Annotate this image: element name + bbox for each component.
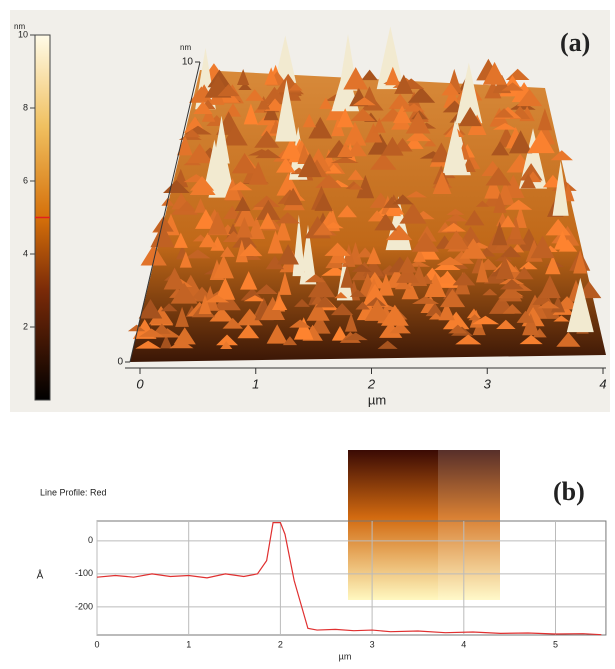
x-tick-label: 2 (278, 639, 283, 649)
z-tick-label: 0 (117, 357, 123, 368)
y-tick-label: 0 (88, 535, 93, 545)
panel-label: (a) (560, 28, 590, 57)
x-tick-label: 3 (484, 376, 492, 391)
y-axis-label: Å (37, 569, 44, 582)
colorbar-tick-label: 2 (23, 321, 28, 331)
x-tick-label: 0 (94, 639, 99, 649)
colorbar-tick-label: 6 (23, 175, 28, 185)
inset-image (438, 450, 500, 600)
colorbar-tick-label: 4 (23, 248, 28, 258)
z-axis-label: nm (180, 43, 191, 52)
colorbar-tick-label: 8 (23, 102, 28, 112)
z-tick-label: 10 (182, 57, 194, 68)
x-tick-label: 1 (186, 639, 191, 649)
x-tick-label: 3 (370, 639, 375, 649)
y-tick-label: -100 (75, 568, 93, 578)
x-tick-label: 2 (367, 376, 376, 391)
x-tick-label: 4 (461, 639, 466, 649)
colorbar-tick-label: 10 (18, 29, 28, 39)
inset-image (348, 450, 438, 600)
x-tick-label: 0 (136, 376, 144, 391)
figure: nm24681001234µmnm010(a)Line Profile: Red… (0, 0, 615, 664)
chart-title: Line Profile: Red (40, 487, 107, 497)
x-axis-label: µm (368, 392, 386, 407)
x-axis-label: µm (339, 651, 352, 661)
x-tick-label: 4 (599, 376, 606, 391)
x-tick-label: 1 (252, 376, 259, 391)
panel-label: (b) (553, 477, 585, 506)
x-tick-label: 5 (553, 639, 558, 649)
y-tick-label: -200 (75, 601, 93, 611)
